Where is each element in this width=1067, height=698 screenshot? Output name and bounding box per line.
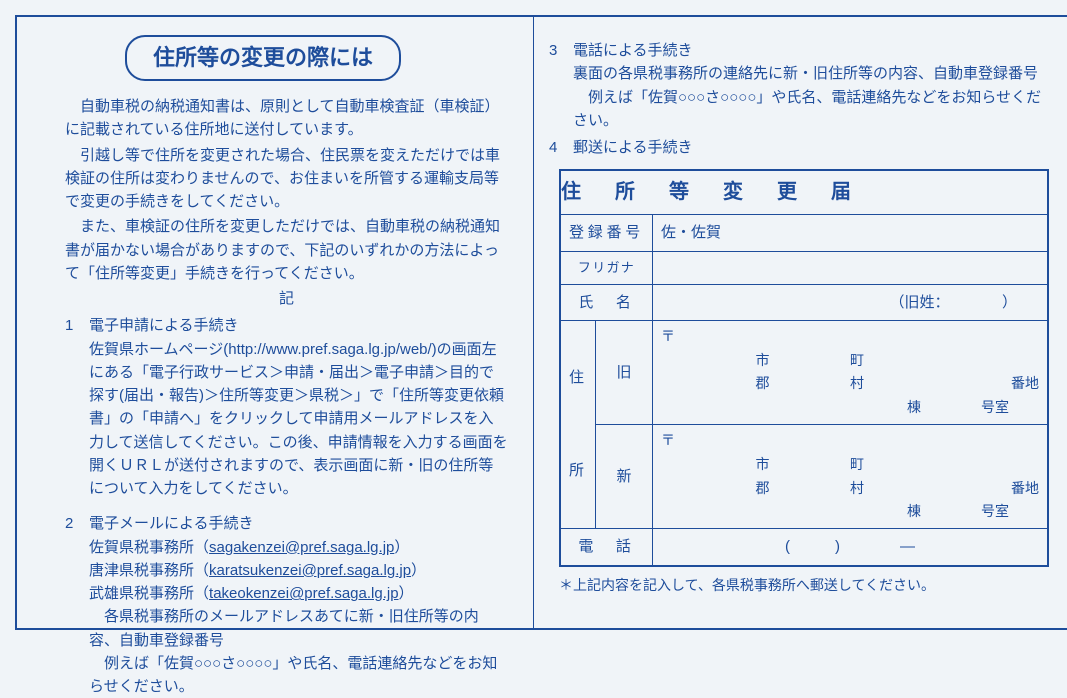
name-label: 氏 名 <box>561 285 653 320</box>
kyusei-field[interactable]: （旧姓： ） <box>843 285 1047 320</box>
ki-heading: 記 <box>65 287 508 310</box>
row-registration: 登録番号 佐・佐賀 <box>561 214 1047 250</box>
item-2-title: 電子メールによる手続き <box>89 512 508 535</box>
name-value[interactable] <box>653 285 843 320</box>
item-4: 4 郵送による手続き <box>549 136 1055 159</box>
address-change-form: 住 所 等 変 更 届 登録番号 佐・佐賀 フリガナ 氏 名 （旧姓： ） 住所 <box>559 169 1049 566</box>
furigana-value[interactable] <box>653 252 1047 284</box>
new-label: 新 <box>596 425 653 528</box>
row-name: 氏 名 （旧姓： ） <box>561 284 1047 320</box>
item-2-number: 2 <box>65 512 89 698</box>
old-address: 旧 〒 市町 郡村番地 棟号室 <box>596 321 1047 424</box>
item-2: 2 電子メールによる手続き 佐賀県税事務所（sagakenzei@pref.sa… <box>65 512 508 698</box>
row-tel: 電 話 ( ) ― <box>561 528 1047 564</box>
item-4-title: 郵送による手続き <box>573 136 1055 159</box>
item-3: 3 電話による手続き 裏面の各県税事務所の連絡先に新・旧住所等の内容、自動車登録… <box>549 39 1055 132</box>
tel-label: 電 話 <box>561 529 653 564</box>
reg-value[interactable]: 佐・佐賀 <box>653 215 1047 250</box>
reg-label: 登録番号 <box>561 215 653 250</box>
paragraph-3: また、車検証の住所を変更しただけでは、自動車税の納税通知書が届かない場合がありま… <box>65 215 508 285</box>
office-3: 武雄県税事務所（takeokenzei@pref.saga.lg.jp） <box>89 582 508 605</box>
item-3-body-b: 例えば「佐賀○○○さ○○○○」や氏名、電話連絡先などをお知らせください。 <box>573 86 1055 133</box>
item-2-body-b: 例えば「佐賀○○○さ○○○○」や氏名、電話連絡先などをお知らせください。 <box>89 652 508 698</box>
item-2-body-a: 各県税事務所のメールアドレスあてに新・旧住所等の内容、自動車登録番号 <box>89 605 508 652</box>
office-2: 唐津県税事務所（karatsukenzei@pref.saga.lg.jp） <box>89 559 508 582</box>
left-column: 住所等の変更の際には 自動車税の納税通知書は、原則として自動車検査証（車検証）に… <box>17 17 534 628</box>
new-address-fields[interactable]: 〒 市町 郡村番地 棟号室 <box>653 425 1047 528</box>
address-label: 住所 <box>561 321 596 528</box>
title: 住所等の変更の際には <box>125 35 401 81</box>
item-3-body-a: 裏面の各県税事務所の連絡先に新・旧住所等の内容、自動車登録番号 <box>573 62 1055 85</box>
item-1-number: 1 <box>65 314 89 500</box>
tel-value[interactable]: ( ) ― <box>653 529 1047 564</box>
item-1-body: 佐賀県ホームページ(http://www.pref.saga.lg.jp/web… <box>89 338 508 501</box>
office-1-email[interactable]: sagakenzei@pref.saga.lg.jp <box>209 539 394 556</box>
footnote: ＊上記内容を記入して、各県税事務所へ郵送してください。 <box>559 575 1055 597</box>
row-furigana: フリガナ <box>561 251 1047 284</box>
right-column: 3 電話による手続き 裏面の各県税事務所の連絡先に新・旧住所等の内容、自動車登録… <box>534 17 1067 628</box>
item-3-title: 電話による手続き <box>573 39 1055 62</box>
item-4-number: 4 <box>549 136 573 159</box>
office-1: 佐賀県税事務所（sagakenzei@pref.saga.lg.jp） <box>89 536 508 559</box>
new-address: 新 〒 市町 郡村番地 棟号室 <box>596 424 1047 528</box>
document-page: 住所等の変更の際には 自動車税の納税通知書は、原則として自動車検査証（車検証）に… <box>15 15 1067 630</box>
item-1: 1 電子申請による手続き 佐賀県ホームページ(http://www.pref.s… <box>65 314 508 500</box>
old-address-fields[interactable]: 〒 市町 郡村番地 棟号室 <box>653 321 1047 424</box>
paragraph-2: 引越し等で住所を変更された場合、住民票を変えただけでは車検証の住所は変わりません… <box>65 144 508 214</box>
furigana-label: フリガナ <box>561 252 653 284</box>
item-1-title: 電子申請による手続き <box>89 314 508 337</box>
office-2-email[interactable]: karatsukenzei@pref.saga.lg.jp <box>209 562 411 579</box>
item-3-number: 3 <box>549 39 573 132</box>
paragraph-1: 自動車税の納税通知書は、原則として自動車検査証（車検証）に記載されている住所地に… <box>65 95 508 142</box>
form-title: 住 所 等 変 更 届 <box>561 171 1047 214</box>
row-address: 住所 旧 〒 市町 郡村番地 棟号室 新 <box>561 320 1047 528</box>
office-3-email[interactable]: takeokenzei@pref.saga.lg.jp <box>209 585 399 602</box>
old-label: 旧 <box>596 321 653 424</box>
